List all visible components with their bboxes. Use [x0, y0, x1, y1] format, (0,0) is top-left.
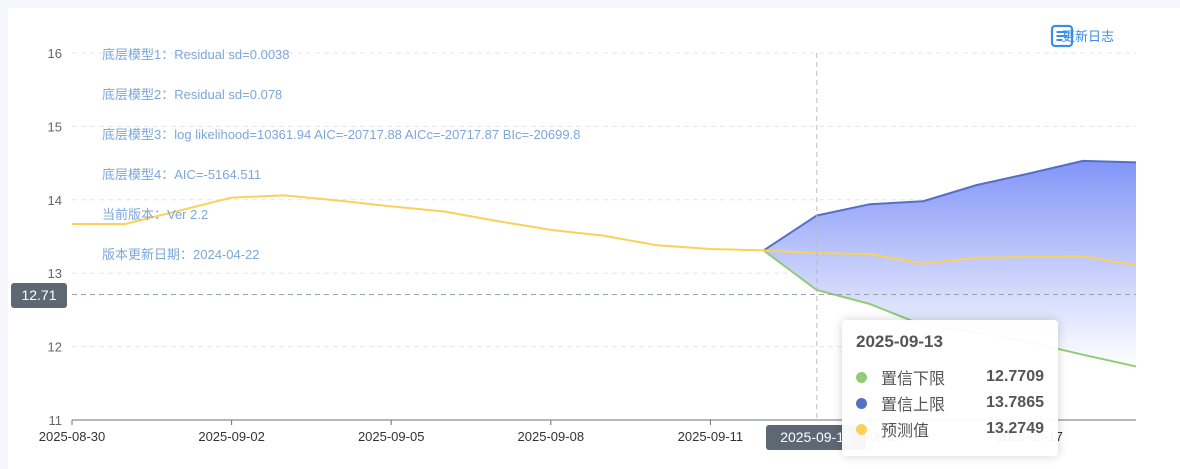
tooltip-series-name: 置信下限 — [881, 371, 946, 388]
y-tick-label: 14 — [48, 193, 62, 208]
model-note: 版本更新日期：2024-04-22 — [102, 247, 260, 262]
model-note: 底层模型4：AIC=-5164.511 — [102, 167, 261, 182]
update-log-label: 更新日志 — [1061, 29, 1114, 44]
tooltip-series-value: 13.2749 — [986, 420, 1044, 437]
document-icon — [1050, 24, 1074, 48]
y-tick-label: 12 — [48, 340, 62, 355]
tooltip-row-upper: 置信上限 13.7865 — [856, 390, 1044, 416]
y-tick-label: 11 — [49, 413, 63, 428]
tooltip-series-name: 置信上限 — [881, 397, 946, 414]
legend-dot-forecast — [856, 423, 867, 435]
x-tick-label: 2025-09-05 — [358, 429, 425, 444]
y-tick-label: 13 — [48, 266, 62, 281]
update-log-button[interactable]: 更新日志 — [1050, 24, 1126, 74]
model-note: 底层模型2：Residual sd=0.078 — [102, 87, 282, 102]
tooltip-row-lower: 置信下限 12.7709 — [856, 364, 1044, 390]
tooltip-series-value: 13.7865 — [986, 394, 1044, 411]
y-tick-label: 16 — [48, 46, 62, 61]
forecast-line — [72, 194, 1137, 267]
legend-dot-upper — [856, 397, 867, 409]
legend-dot-lower — [856, 371, 867, 383]
tooltip-row-forecast: 预测值 13.2749 — [856, 416, 1044, 442]
x-tick-label: 2025-09-11 — [678, 429, 744, 444]
tooltip-date: 2025-09-13 — [856, 332, 943, 351]
model-note: 当前版本：Ver 2.2 — [102, 207, 208, 222]
chart-tooltip: 2025-09-13 置信下限 12.7709 置信上限 13.7865 预测值… — [842, 320, 1058, 456]
y-tick-label: 15 — [48, 119, 62, 134]
x-tick-label: 2025-09-02 — [198, 429, 265, 444]
model-note: 底层模型1：Residual sd=0.0038 — [102, 47, 290, 62]
y-axis-pointer-label: 12.71 — [11, 283, 67, 308]
x-tick-label: 2025-08-30 — [39, 429, 106, 444]
tooltip-series-value: 12.7709 — [986, 368, 1044, 385]
model-note: 底层模型3：log likelihood=10361.94 AIC=-20717… — [102, 127, 580, 142]
tooltip-series-name: 预测值 — [881, 423, 930, 440]
x-tick-label: 2025-09-08 — [518, 429, 585, 444]
upper-bound-line — [763, 159, 1137, 252]
confidence-band-area — [763, 160, 1136, 367]
